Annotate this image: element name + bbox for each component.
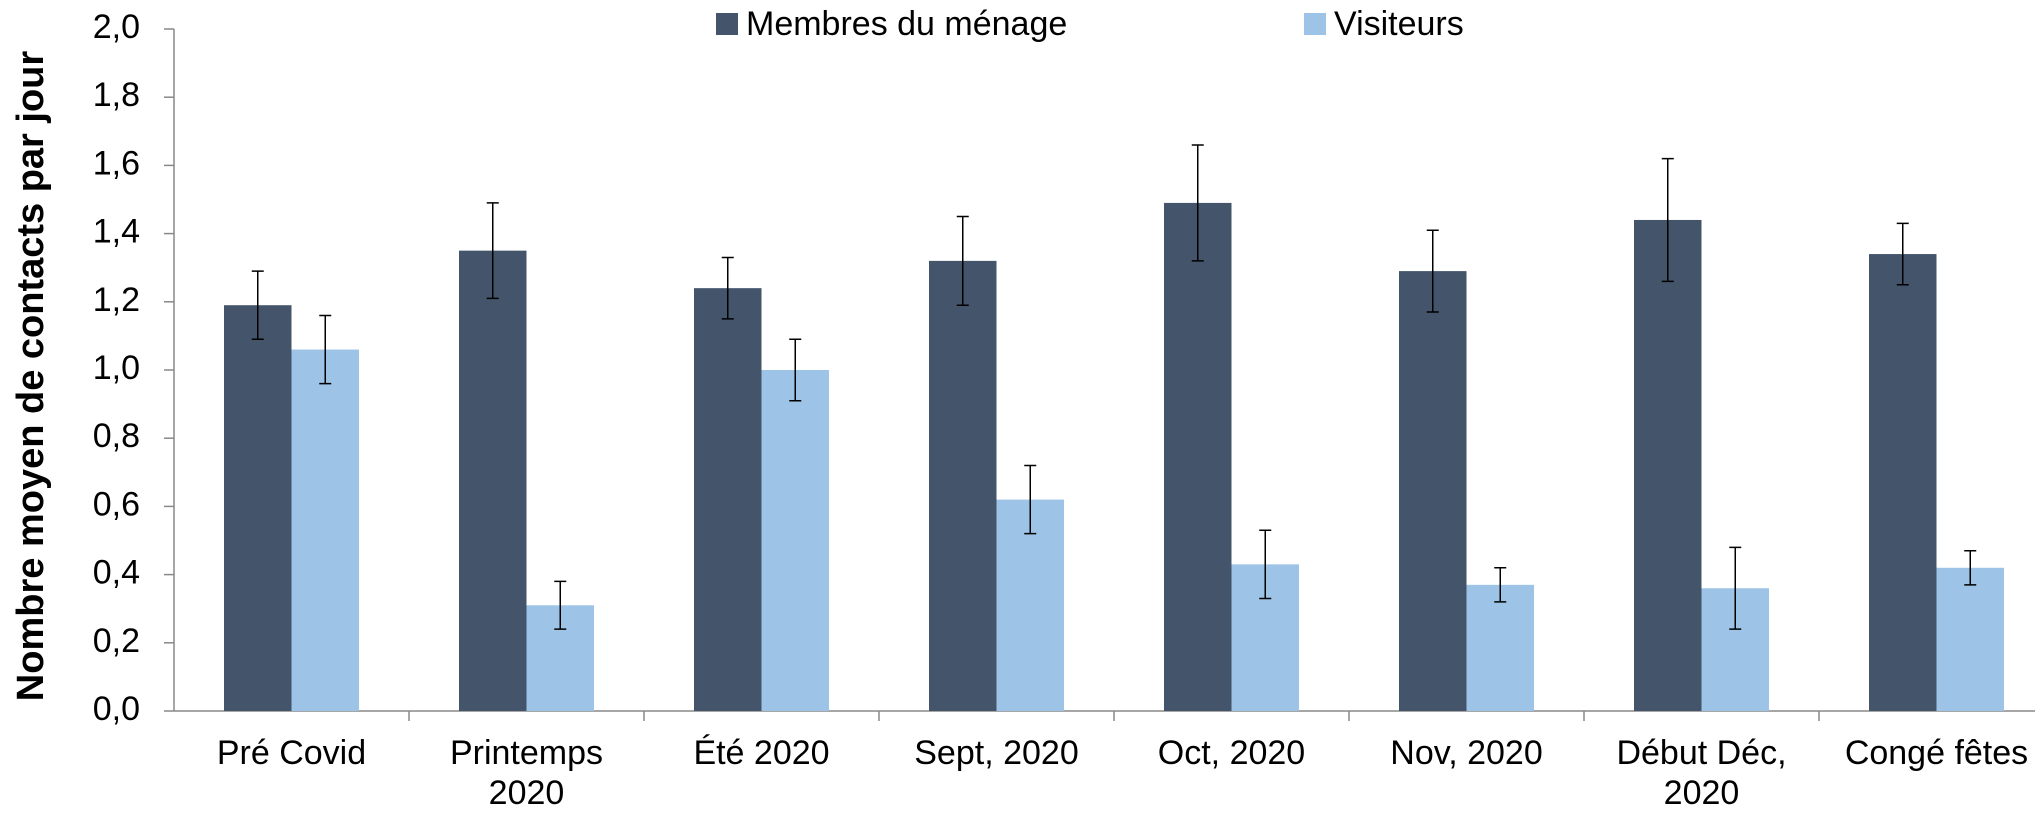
y-tick-label: 1,8 [93,76,140,114]
legend-label: Membres du ménage [746,5,1067,43]
bar [224,305,292,711]
error-bar [1661,157,1674,283]
error-bar [1191,144,1204,262]
error-bar [486,202,499,300]
bar [1936,567,2004,711]
y-axis-title: Nombre moyen de contacts par jour [10,51,52,702]
bar [1634,219,1702,711]
error-bar [789,338,802,402]
y-tick-label: 1,0 [93,349,140,387]
bar [761,370,829,711]
x-tick-label: Pré Covid [216,734,367,772]
bar [1466,584,1534,711]
error-bar [721,256,734,320]
y-tick-label: 1,6 [93,144,140,182]
error-bar [1729,546,1742,630]
error-bar [251,270,264,341]
bar [996,499,1064,711]
y-tick-label: 1,4 [93,213,140,251]
y-tick-label: 0,0 [93,690,140,728]
x-tick-label: Printemps 2020 [449,734,604,812]
y-tick-label: 0,8 [93,417,140,455]
x-tick-label: Nov, 2020 [1390,734,1543,772]
error-bar [956,215,969,306]
error-bar [554,580,567,630]
error-bar [319,314,332,385]
y-tick-label: 0,4 [93,554,140,592]
bar [1399,271,1467,711]
bar [929,260,997,711]
x-tick-label: Début Déc, 2020 [1616,734,1787,812]
legend-swatch [1304,13,1326,35]
y-tick-label: 0,2 [93,622,140,660]
error-bar [1494,567,1507,603]
error-bar [1259,529,1272,600]
error-bar [1426,229,1439,313]
error-bar [1896,222,1909,286]
x-tick-label: Congé fêtes [1844,734,2029,772]
error-bar [1024,464,1037,535]
bar [1869,254,1937,711]
legend-swatch [716,13,738,35]
y-tick-label: 2,0 [93,8,140,46]
y-tick-label: 0,6 [93,485,140,523]
legend-label: Visiteurs [1334,5,1464,43]
x-tick-label: Été 2020 [693,734,830,772]
bar [1164,202,1232,711]
error-bar [1964,549,1977,586]
y-tick-label: 1,2 [93,281,140,319]
bar [694,288,762,711]
bar [459,250,527,711]
x-tick-label: Oct, 2020 [1157,734,1306,772]
x-tick-label: Sept, 2020 [914,734,1079,772]
bar [291,349,359,711]
